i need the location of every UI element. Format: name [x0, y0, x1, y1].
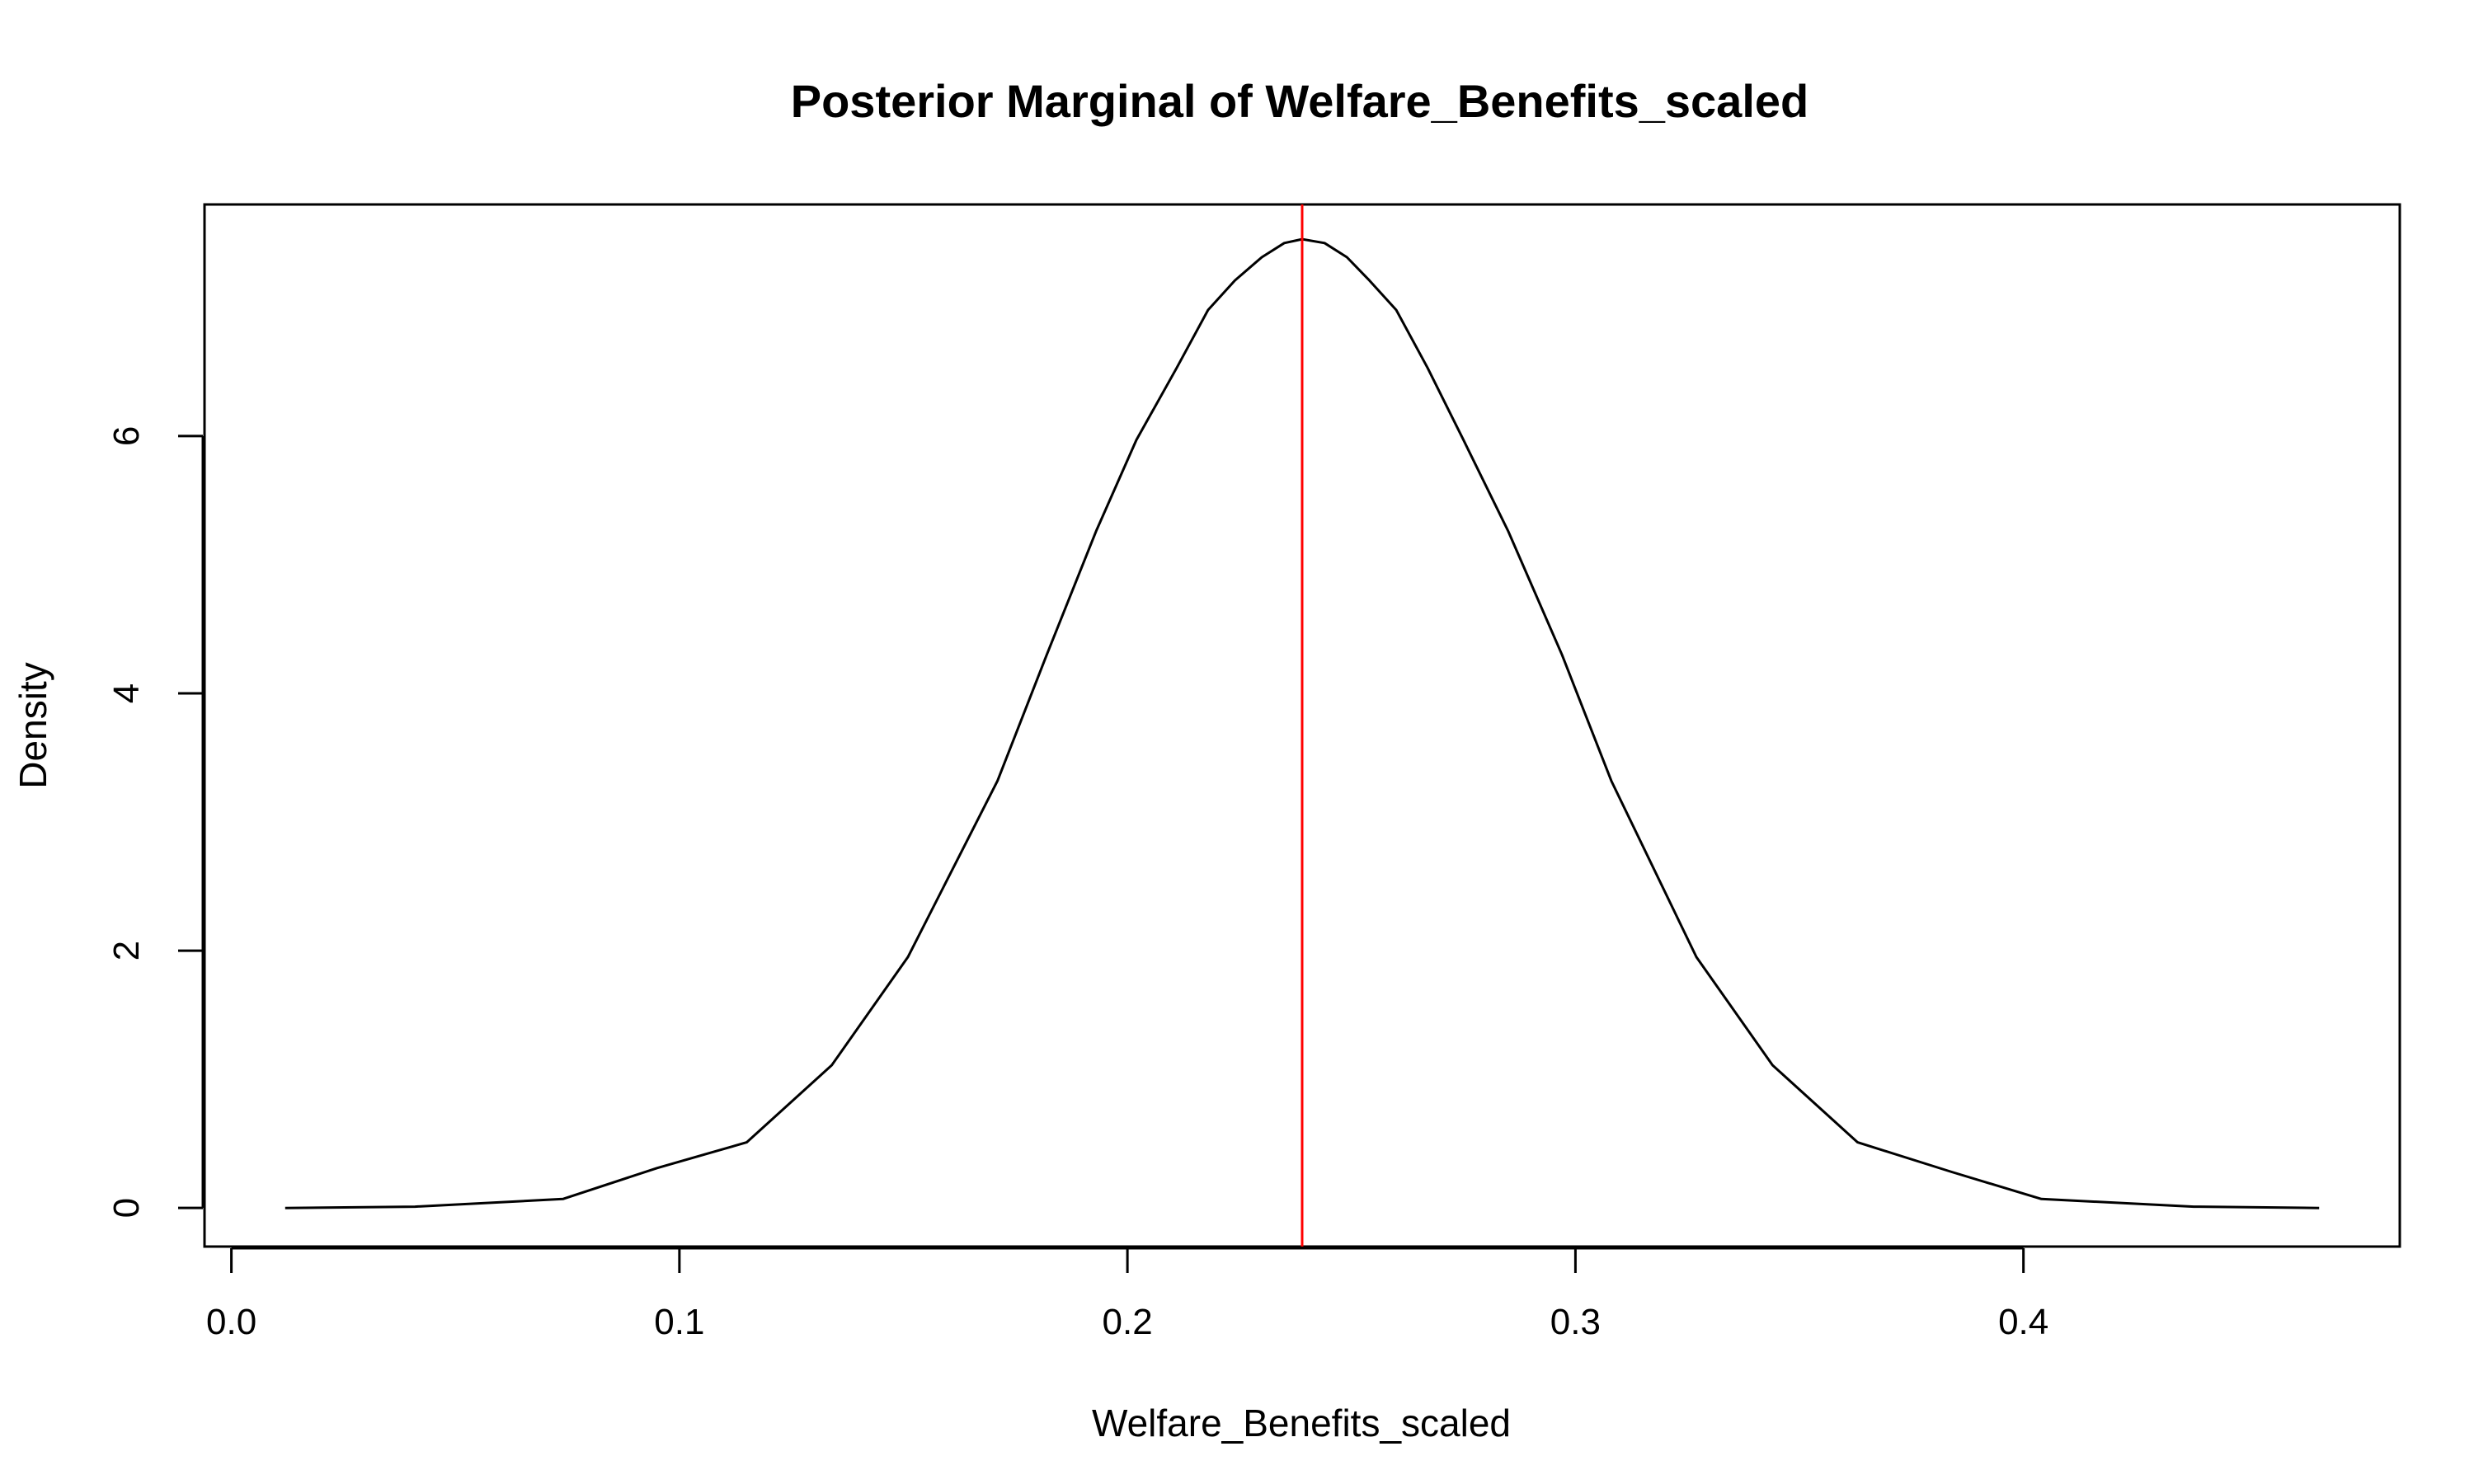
x-tick-label: 0.1 — [654, 1302, 704, 1342]
chart-title: Posterior Marginal of Welfare_Benefits_s… — [791, 75, 1809, 127]
x-tick-label: 0.4 — [1998, 1302, 2048, 1342]
y-axis-label: Density — [12, 662, 54, 788]
x-tick-label: 0.3 — [1550, 1302, 1601, 1342]
y-tick-label: 4 — [106, 683, 147, 703]
y-tick-label: 0 — [106, 1198, 147, 1218]
y-tick-label: 2 — [106, 941, 147, 960]
y-axis: 0 2 4 6 — [106, 426, 205, 1218]
x-tick-label: 0.0 — [206, 1302, 256, 1342]
y-tick-label: 6 — [106, 426, 147, 446]
x-axis: 0.0 0.1 0.2 0.3 0.4 — [206, 1247, 2048, 1342]
x-tick-label: 0.2 — [1103, 1302, 1153, 1342]
x-axis-label: Welfare_Benefits_scaled — [1092, 1402, 1511, 1444]
